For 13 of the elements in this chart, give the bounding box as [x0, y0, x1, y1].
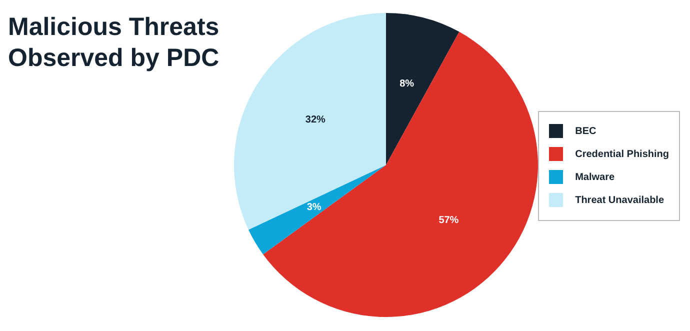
legend-label: Credential Phishing [575, 148, 669, 160]
pie-slice [248, 165, 386, 254]
data-label: 3% [306, 202, 322, 214]
legend-label: Threat Unavailable [575, 194, 664, 206]
pie-slice [234, 13, 386, 230]
legend-label: Malware [575, 172, 615, 182]
data-label: 57% [438, 214, 459, 226]
data-label: 32% [305, 114, 326, 126]
pie-slice [386, 13, 460, 165]
pie-slice [263, 32, 538, 317]
data-label: 8% [400, 78, 414, 90]
text: Malicious Threats Observed by PDC [8, 12, 220, 74]
legend-label: BEC [575, 126, 596, 136]
